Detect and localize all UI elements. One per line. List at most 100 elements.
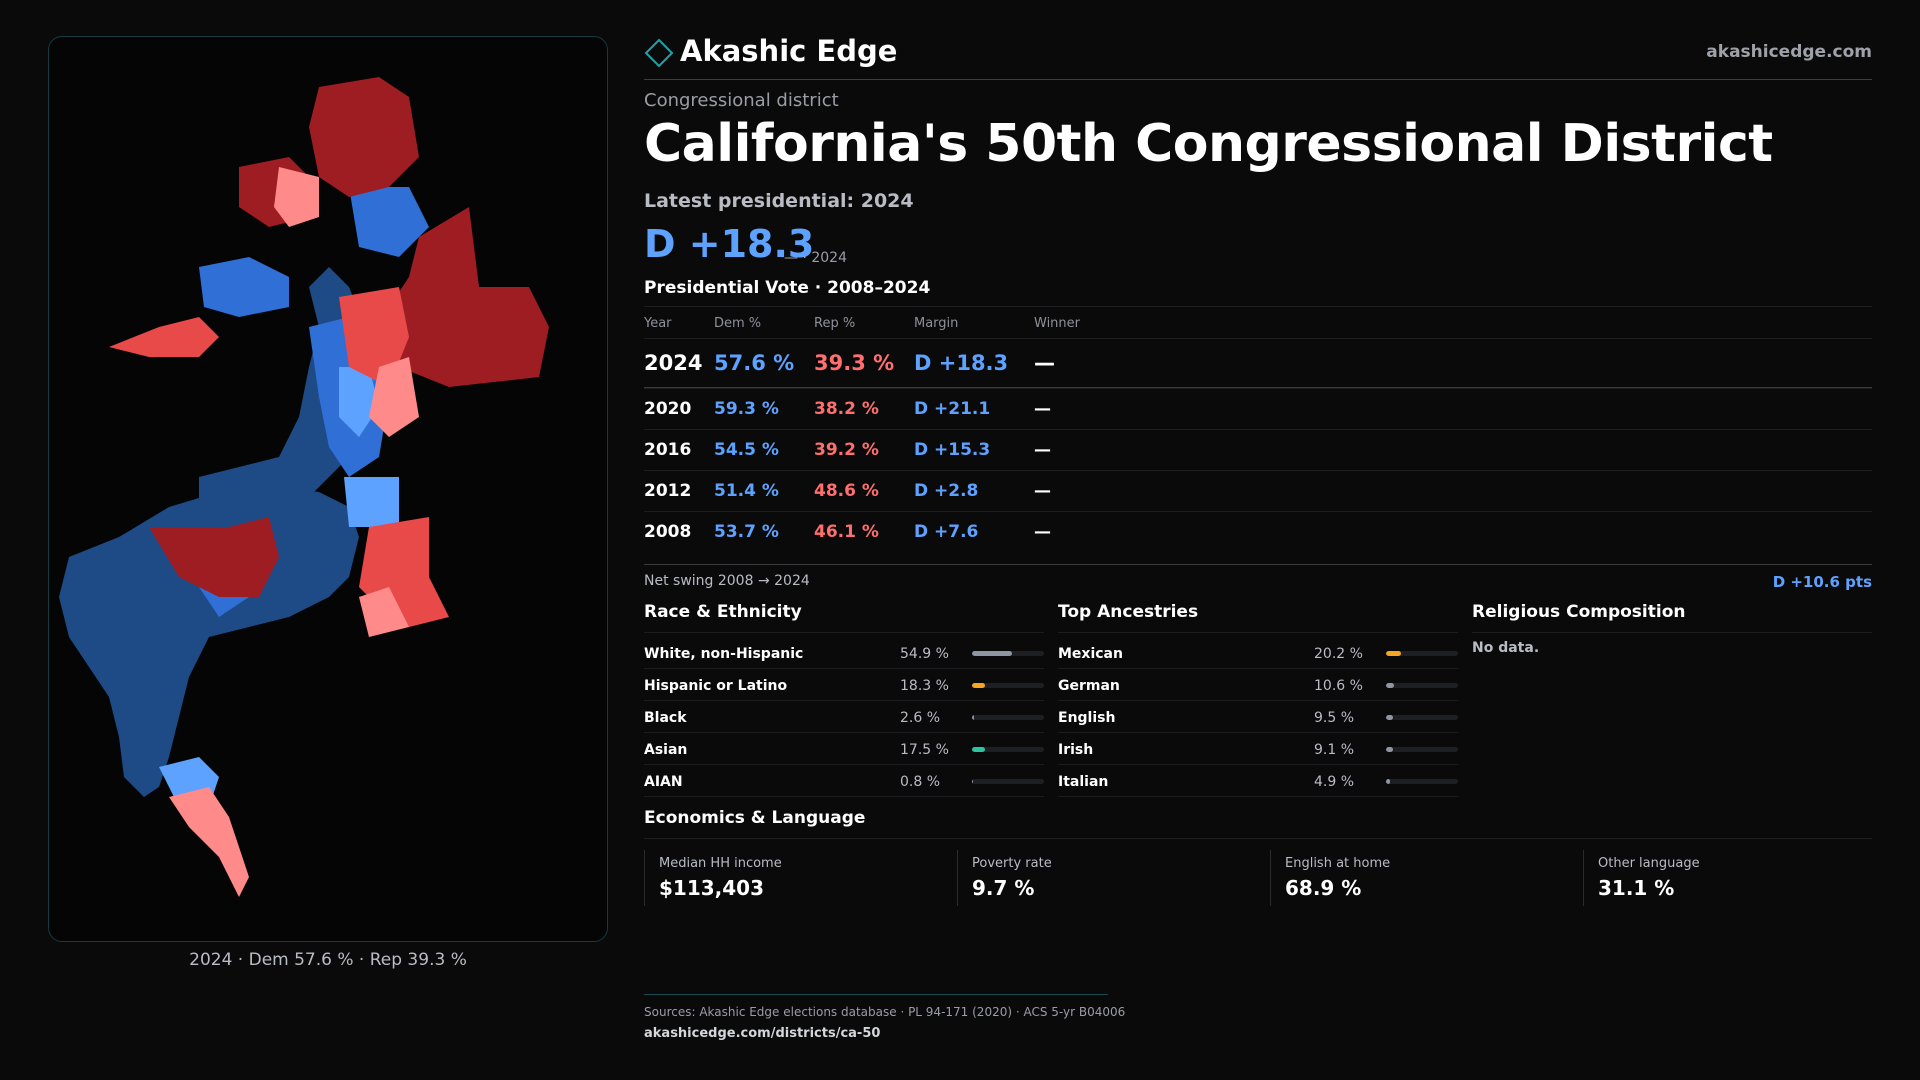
district-profile: Akashic Edge akashicedge.com Congression… [644, 0, 1872, 1080]
econ-value: 68.9 % [1285, 876, 1362, 900]
econ-cell-poverty: Poverty rate 9.7 % [957, 850, 1257, 906]
ancestry-bar-fill [1386, 683, 1394, 688]
row-year: 2012 [644, 481, 692, 501]
brand-name[interactable]: Akashic Edge [680, 34, 898, 68]
net-swing-row: Net swing 2008 → 2024 D +10.6 pts [644, 564, 1872, 594]
map-region-red-west-arm [109, 317, 219, 357]
race-value: 0.8 % [900, 774, 941, 790]
row-rep-pct: 39.3 % [814, 351, 895, 375]
row-winner: — [1034, 440, 1051, 460]
econ-section-divider [644, 838, 1872, 839]
race-bar [972, 683, 1044, 688]
religion-no-data: No data. [1472, 640, 1540, 656]
ancestry-section-divider [1058, 632, 1458, 633]
row-dem-pct: 57.6 % [714, 351, 795, 375]
column-header-rep: Rep % [814, 316, 856, 331]
map-region-blue-north [349, 187, 429, 257]
column-header-year: Year [644, 316, 672, 331]
ancestry-section-title: Top Ancestries [1058, 602, 1199, 622]
race-row: AIAN 0.8 % [644, 765, 1044, 797]
row-year: 2008 [644, 522, 692, 542]
race-value: 18.3 % [900, 678, 949, 694]
table-row: 2012 51.4 % 48.6 % D +2.8 — [644, 470, 1872, 511]
row-margin: D +18.3 [914, 351, 1009, 375]
ancestry-value: 20.2 % [1314, 646, 1363, 662]
row-dem-pct: 59.3 % [714, 399, 779, 419]
column-header-margin: Margin [914, 316, 959, 331]
latest-presidential-label: Latest presidential: 2024 [644, 190, 914, 212]
ancestry-label: English [1058, 710, 1116, 726]
ancestry-list: Mexican 20.2 % German 10.6 % English 9.5… [1058, 637, 1458, 797]
row-rep-pct: 38.2 % [814, 399, 879, 419]
row-rep-pct: 39.2 % [814, 440, 879, 460]
econ-cell-income: Median HH income $113,403 [644, 850, 944, 906]
ancestry-row: Irish 9.1 % [1058, 733, 1458, 765]
row-dem-pct: 54.5 % [714, 440, 779, 460]
map-region-red-coast [169, 787, 249, 897]
ancestry-value: 10.6 % [1314, 678, 1363, 694]
econ-cell-other-language: Other language 31.1 % [1583, 850, 1883, 906]
race-row: Hispanic or Latino 18.3 % [644, 669, 1044, 701]
map-region-south-coast [59, 487, 359, 797]
race-bar-fill [972, 651, 1012, 656]
race-bar-fill [972, 683, 986, 688]
ancestry-value: 9.5 % [1314, 710, 1355, 726]
presidential-vote-table: Year Dem % Rep % Margin Winner 2024 57.6… [644, 306, 1872, 552]
table-row: 2020 59.3 % 38.2 % D +21.1 — [644, 388, 1872, 429]
table-header-row: Year Dem % Rep % Margin Winner [644, 306, 1872, 338]
map-region-red-light-north [274, 167, 319, 227]
map-region-blue-west [199, 257, 289, 317]
race-list: White, non-Hispanic 54.9 % Hispanic or L… [644, 637, 1044, 797]
race-bar-fill [972, 715, 974, 720]
row-margin: D +2.8 [914, 481, 979, 501]
ancestry-row: Mexican 20.2 % [1058, 637, 1458, 669]
religion-section-divider [1472, 632, 1872, 633]
row-rep-pct: 48.6 % [814, 481, 879, 501]
ancestry-label: German [1058, 678, 1120, 694]
column-header-winner: Winner [1034, 316, 1081, 331]
race-value: 54.9 % [900, 646, 949, 662]
ancestry-bar [1386, 715, 1458, 720]
brand-header: Akashic Edge akashicedge.com [644, 30, 1872, 80]
row-year: 2016 [644, 440, 692, 460]
ancestry-row: German 10.6 % [1058, 669, 1458, 701]
map-caption: 2024 · Dem 57.6 % · Rep 39.3 % [189, 950, 467, 970]
brand-url-link[interactable]: akashicedge.com [1706, 42, 1872, 62]
row-year: 2020 [644, 399, 692, 419]
ancestry-bar-fill [1386, 779, 1390, 784]
map-region-red-light-mid [369, 357, 419, 437]
table-row: 2016 54.5 % 39.2 % D +15.3 — [644, 429, 1872, 470]
ancestry-row: Italian 4.9 % [1058, 765, 1458, 797]
econ-value: 31.1 % [1598, 876, 1675, 900]
race-row: Black 2.6 % [644, 701, 1044, 733]
net-swing-label: Net swing 2008 → 2024 [644, 573, 810, 589]
race-row: White, non-Hispanic 54.9 % [644, 637, 1044, 669]
econ-label: Median HH income [659, 856, 782, 871]
district-map-panel[interactable] [48, 36, 608, 942]
ancestry-value: 9.1 % [1314, 742, 1355, 758]
race-bar-fill [972, 747, 985, 752]
map-region-red-north [309, 77, 419, 197]
race-label: Hispanic or Latino [644, 678, 788, 694]
ancestry-label: Mexican [1058, 646, 1123, 662]
footer-url-link[interactable]: akashicedge.com/districts/ca-50 [644, 1026, 881, 1041]
footer-divider [644, 994, 1108, 995]
row-dem-pct: 51.4 % [714, 481, 779, 501]
row-margin: D +21.1 [914, 399, 991, 419]
econ-cell-english: English at home 68.9 % [1270, 850, 1570, 906]
net-swing-value: D +10.6 pts [1772, 573, 1872, 591]
row-year: 2024 [644, 351, 703, 375]
econ-grid: Median HH income $113,403 Poverty rate 9… [644, 850, 1872, 906]
presidential-vote-title: Presidential Vote · 2008–2024 [644, 278, 931, 298]
race-label: Asian [644, 742, 688, 758]
map-region-red-east [389, 207, 549, 387]
race-label: White, non-Hispanic [644, 646, 804, 662]
race-bar [972, 651, 1044, 656]
row-margin: D +7.6 [914, 522, 979, 542]
ancestry-bar [1386, 779, 1458, 784]
district-map[interactable] [49, 37, 608, 942]
map-region-red-central [149, 517, 279, 597]
econ-label: Poverty rate [972, 856, 1052, 871]
map-region-blue-light-a [339, 367, 379, 437]
race-section-divider [644, 632, 1044, 633]
